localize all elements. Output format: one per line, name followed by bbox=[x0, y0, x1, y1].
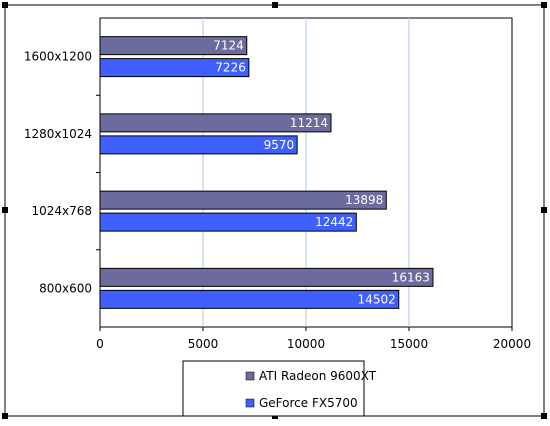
bar-value-label: 14502 bbox=[358, 292, 396, 306]
bar bbox=[99, 289, 400, 309]
category-label: 1280x1024 bbox=[24, 127, 92, 141]
bar-value-label: 11214 bbox=[290, 116, 328, 130]
x-tick-label: 5000 bbox=[188, 337, 219, 351]
category-label: 800x600 bbox=[39, 281, 92, 295]
bar bbox=[99, 36, 248, 56]
bar-value-label: 16163 bbox=[392, 270, 430, 284]
category-label: 1600x1200 bbox=[24, 50, 92, 64]
selection-handle[interactable] bbox=[272, 2, 278, 8]
bar bbox=[99, 190, 387, 210]
bar-value-label: 13898 bbox=[345, 193, 383, 207]
selection-handle[interactable] bbox=[541, 413, 547, 419]
bar bbox=[99, 135, 298, 155]
x-tick-label: 20000 bbox=[493, 337, 531, 351]
bar bbox=[99, 212, 357, 232]
bar-value-label: 9570 bbox=[264, 138, 295, 152]
x-tick-label: 0 bbox=[96, 337, 104, 351]
bars: 7124 7226 11214 9570 13898 12442 16163 14502 bbox=[99, 36, 434, 309]
selection-handle[interactable] bbox=[2, 413, 8, 419]
selection-handle[interactable] bbox=[541, 207, 547, 213]
selection-handle[interactable] bbox=[541, 2, 547, 8]
legend-box bbox=[182, 360, 365, 417]
bar bbox=[99, 58, 250, 78]
bar-value-label: 12442 bbox=[315, 215, 353, 229]
category-label: 1024x768 bbox=[31, 204, 92, 218]
selection-handle[interactable] bbox=[2, 207, 8, 213]
bar-value-label: 7124 bbox=[213, 39, 244, 53]
category-labels: 1600x1200 1280x1024 1024x768 800x600 bbox=[24, 50, 92, 296]
x-tick-labels: 0 5000 10000 15000 20000 bbox=[96, 337, 531, 351]
bar-value-label: 7226 bbox=[215, 61, 246, 75]
bar bbox=[99, 113, 332, 133]
bar bbox=[99, 267, 434, 287]
legend-label-geforce: GeForce FX5700 bbox=[259, 396, 358, 410]
selection-handle[interactable] bbox=[2, 2, 8, 8]
x-tick-label: 10000 bbox=[287, 337, 325, 351]
legend-label-ati: ATI Radeon 9600XT bbox=[259, 369, 377, 383]
legend: ATI Radeon 9600XT GeForce FX5700 bbox=[182, 360, 377, 417]
x-tick-label: 15000 bbox=[390, 337, 428, 351]
legend-swatch-ati bbox=[245, 371, 255, 381]
legend-swatch-geforce bbox=[245, 398, 255, 408]
